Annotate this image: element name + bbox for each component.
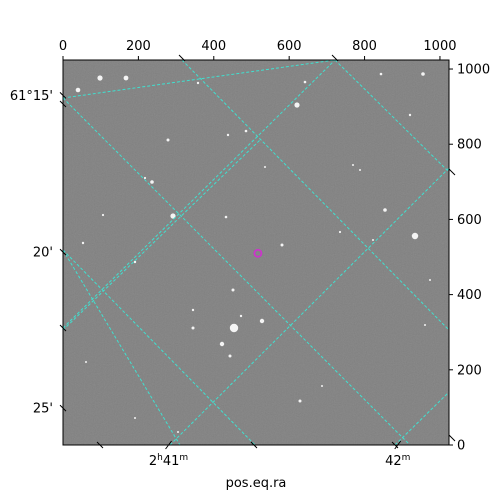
edge-tick [331, 54, 339, 62]
star [421, 72, 425, 76]
ra-minor-tick [391, 441, 399, 449]
star [424, 324, 426, 326]
grid-line [63, 97, 411, 445]
star [170, 213, 176, 219]
grid-line [394, 391, 449, 445]
edge-tick [59, 324, 67, 332]
star [352, 164, 354, 166]
star [239, 314, 243, 318]
dec-tick [59, 248, 67, 256]
ra-tick-label: 42m [385, 453, 410, 469]
right-tick-label: 1000 [457, 63, 490, 78]
grid-line [63, 60, 336, 329]
edge-tick [178, 54, 186, 62]
right-tick-label: 0 [457, 439, 465, 454]
star [177, 431, 179, 433]
top-tick-label: 600 [277, 39, 302, 54]
stars-layer [75, 72, 431, 433]
star [383, 208, 387, 212]
top-pixel-axis: 0 200 400 600 800 1000 [59, 39, 457, 62]
star [166, 138, 170, 142]
right-tick-label: 600 [457, 213, 482, 228]
top-tick-label: 800 [352, 39, 377, 54]
top-tick-label: 400 [201, 39, 226, 54]
star [379, 72, 383, 76]
right-tick-label: 800 [457, 138, 482, 153]
star [226, 133, 230, 137]
dec-tick-label: 25' [33, 402, 53, 417]
star [101, 213, 105, 217]
star [224, 215, 228, 219]
top-tick-label: 200 [126, 39, 151, 54]
star [97, 75, 103, 81]
star [85, 361, 87, 363]
star [191, 326, 195, 330]
star [75, 87, 81, 93]
top-tick-label: 1000 [423, 39, 456, 54]
coordinate-grid [63, 60, 449, 445]
star [411, 232, 419, 240]
star [264, 166, 266, 168]
ra-tick [394, 440, 402, 450]
star [133, 260, 137, 264]
grid-line [334, 60, 449, 173]
ra-tick-label: 2h41m [149, 453, 188, 469]
star [134, 417, 136, 419]
star [244, 129, 248, 133]
top-tick-label: 0 [59, 39, 67, 54]
dec-axis: 61°15' 20' 25' [10, 89, 456, 442]
star [372, 239, 374, 241]
ra-axis: 2h41m 42m [96, 440, 410, 469]
star [143, 176, 147, 180]
grid-line [169, 167, 449, 445]
dec-tick-label: 61°15' [10, 89, 53, 104]
edge-tick [448, 434, 456, 442]
star [359, 169, 361, 171]
star [231, 288, 235, 292]
star [338, 230, 342, 234]
star [196, 81, 200, 85]
star [228, 354, 232, 358]
star [229, 323, 239, 333]
right-tick-label: 200 [457, 363, 482, 378]
star [150, 180, 154, 184]
sky-image [63, 60, 449, 445]
right-pixel-axis: 0 200 400 600 800 1000 [449, 63, 490, 454]
star [81, 241, 85, 245]
grid-line [63, 60, 336, 99]
grid-line [63, 249, 181, 445]
edge-tick [448, 168, 456, 176]
star [303, 80, 307, 84]
ra-minor-tick [96, 441, 104, 449]
grid-line [181, 60, 449, 331]
star [298, 399, 302, 403]
dec-tick [59, 91, 67, 99]
edge-tick [59, 100, 67, 108]
star [280, 243, 284, 247]
right-tick-label: 400 [457, 288, 482, 303]
star [259, 318, 265, 324]
grid-line [63, 139, 261, 331]
star [429, 279, 431, 281]
star [219, 341, 225, 347]
dec-tick [59, 404, 67, 412]
star [321, 385, 323, 387]
ra-minor-tick [250, 441, 258, 449]
selected-source-marker[interactable] [253, 248, 263, 258]
x-axis-label: pos.eq.ra [226, 476, 287, 491]
grid-line [63, 249, 256, 445]
star [191, 308, 195, 312]
ra-tick [165, 440, 172, 450]
star [123, 75, 129, 81]
star [408, 113, 412, 117]
dec-tick-label: 20' [33, 246, 53, 261]
star [294, 102, 300, 108]
